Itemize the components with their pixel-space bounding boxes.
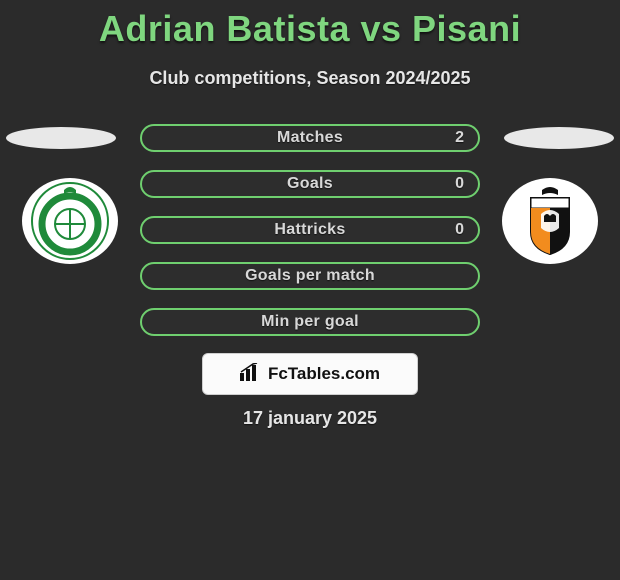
stat-row-goals-per-match: Goals per match xyxy=(140,262,480,290)
page-subtitle: Club competitions, Season 2024/2025 xyxy=(0,68,620,89)
club-badge-left xyxy=(22,178,118,264)
source-badge-text: FcTables.com xyxy=(268,364,380,384)
stat-label: Hattricks xyxy=(274,221,345,239)
stat-row-hattricks: Hattricks 0 xyxy=(140,216,480,244)
stat-label: Goals xyxy=(287,175,333,193)
stat-row-matches: Matches 2 xyxy=(140,124,480,152)
stat-row-goals: Goals 0 xyxy=(140,170,480,198)
source-badge: FcTables.com xyxy=(202,353,418,395)
bar-chart-icon xyxy=(240,363,262,386)
stat-row-min-per-goal: Min per goal xyxy=(140,308,480,336)
club-badge-right xyxy=(502,178,598,264)
stat-label: Goals per match xyxy=(245,267,375,285)
page-title: Adrian Batista vs Pisani xyxy=(0,0,620,50)
stat-label: Matches xyxy=(277,129,343,147)
player-right-ellipse xyxy=(504,127,614,149)
stats-table: Matches 2 Goals 0 Hattricks 0 Goals per … xyxy=(140,124,480,354)
stat-value: 2 xyxy=(455,129,464,147)
footer-date: 17 january 2025 xyxy=(0,408,620,429)
club-crest-left-icon xyxy=(31,182,109,260)
stat-value: 0 xyxy=(455,221,464,239)
club-crest-right-icon xyxy=(511,182,589,260)
stat-value: 0 xyxy=(455,175,464,193)
stat-label: Min per goal xyxy=(261,313,359,331)
player-left-ellipse xyxy=(6,127,116,149)
